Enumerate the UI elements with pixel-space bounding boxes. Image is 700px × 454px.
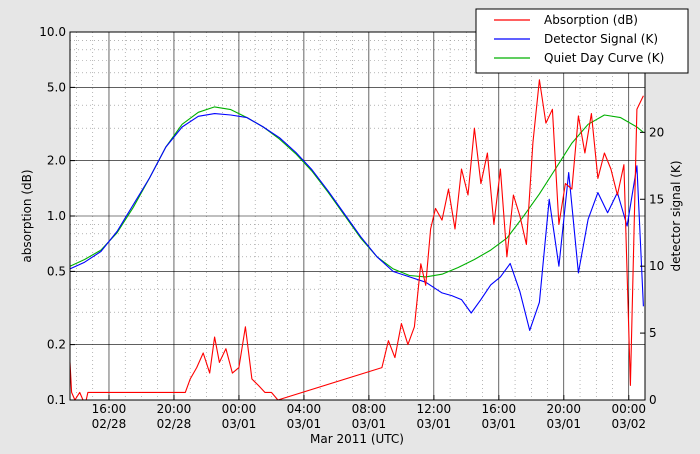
y-right-tick-label: 0 <box>649 393 657 407</box>
y-right-axis-label: detector signal (K) <box>669 160 683 271</box>
y-left-tick-label: 0.5 <box>47 264 66 278</box>
x-tick-label-time: 00:00 <box>611 402 646 416</box>
x-tick-label-time: 20:00 <box>546 402 581 416</box>
x-tick-label-date: 03/01 <box>417 417 452 431</box>
y-left-tick-label: 2.0 <box>47 154 66 168</box>
y-left-tick-label: 0.1 <box>47 393 66 407</box>
x-tick-label-time: 12:00 <box>417 402 452 416</box>
x-tick-label-time: 16:00 <box>482 402 517 416</box>
y-left-tick-label: 0.2 <box>47 338 66 352</box>
legend-label-quiet-day: Quiet Day Curve (K) <box>544 51 664 65</box>
x-tick-label-time: 16:00 <box>92 402 127 416</box>
legend: Absorption (dB) Detector Signal (K) Quie… <box>475 8 689 74</box>
legend-label-detector: Detector Signal (K) <box>544 32 658 46</box>
y-left-axis-label: absorption (dB) <box>20 169 34 262</box>
x-tick-label-date: 03/01 <box>482 417 517 431</box>
y-left-tick-label: 10.0 <box>39 25 66 39</box>
y-left-axis-ticks: 0.1 0.2 0.5 1.0 2.0 5.0 10.0 <box>39 25 75 407</box>
y-right-tick-label: 5 <box>649 326 657 340</box>
y-right-tick-label: 15 <box>649 192 664 206</box>
x-tick-label-date: 03/01 <box>352 417 387 431</box>
series-layer <box>69 79 644 401</box>
y-left-tick-label: 5.0 <box>47 80 66 94</box>
x-tick-label-date: 03/01 <box>222 417 257 431</box>
y-right-tick-label: 10 <box>649 259 664 273</box>
y-left-tick-label: 1.0 <box>47 209 66 223</box>
x-tick-label-time: 00:00 <box>222 402 257 416</box>
series-line-absorption <box>69 79 644 401</box>
y-right-tick-label: 20 <box>649 125 664 139</box>
x-tick-label-time: 20:00 <box>157 402 192 416</box>
x-tick-label-date: 02/28 <box>92 417 127 431</box>
x-tick-label-time: 04:00 <box>287 402 322 416</box>
x-tick-label-date: 02/28 <box>157 417 192 431</box>
x-tick-label-date: 03/01 <box>546 417 581 431</box>
x-tick-label-date: 03/01 <box>287 417 322 431</box>
legend-label-absorption: Absorption (dB) <box>544 13 638 27</box>
x-axis-ticks: 16:0002/2820:0002/2800:0003/0104:0003/01… <box>92 395 646 431</box>
x-axis-label: Mar 2011 (UTC) <box>310 432 404 446</box>
x-tick-label-time: 08:00 <box>352 402 387 416</box>
x-tick-label-date: 03/02 <box>611 417 646 431</box>
